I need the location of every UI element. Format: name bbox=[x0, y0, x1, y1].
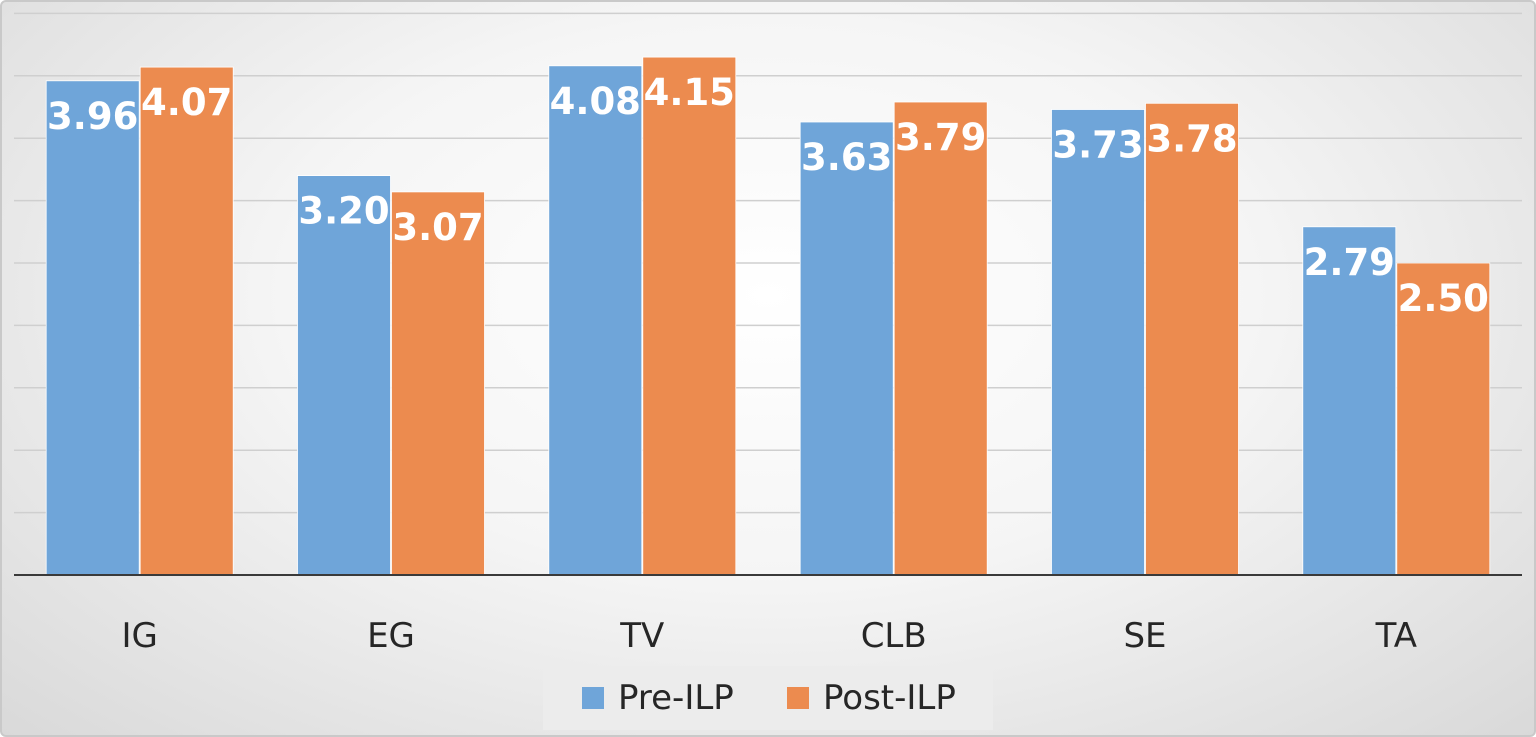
data-label: 4.08 bbox=[550, 80, 641, 123]
bar-post-ilp-eg bbox=[391, 191, 485, 576]
data-label: 3.63 bbox=[801, 136, 892, 179]
bar-post-ilp-tv bbox=[642, 56, 737, 576]
data-label: 3.79 bbox=[895, 116, 986, 159]
bar-post-ilp-clb bbox=[893, 101, 988, 576]
data-label: 3.96 bbox=[47, 95, 138, 138]
category-label: TA bbox=[1375, 616, 1417, 656]
data-label: 2.79 bbox=[1304, 241, 1395, 284]
category-labels: IG EG TV CLB SE TA bbox=[122, 616, 1417, 656]
bar-pre-ilp-tv bbox=[548, 65, 643, 576]
legend-label-post-ilp: Post-ILP bbox=[823, 678, 956, 718]
category-label: TV bbox=[619, 616, 664, 656]
bars bbox=[45, 56, 1491, 576]
data-label: 4.07 bbox=[141, 81, 232, 124]
data-label: 4.15 bbox=[644, 71, 735, 114]
bar-post-ilp-ta bbox=[1396, 262, 1491, 576]
bar-pre-ilp-se bbox=[1051, 109, 1145, 576]
legend-swatch-post-ilp bbox=[787, 687, 809, 709]
bar-post-ilp-se bbox=[1145, 102, 1239, 576]
data-label: 3.78 bbox=[1146, 117, 1237, 160]
data-label: 2.50 bbox=[1398, 277, 1489, 320]
legend-swatch-pre-ilp bbox=[582, 687, 604, 709]
data-label: 3.20 bbox=[298, 190, 389, 233]
legend-label-pre-ilp: Pre-ILP bbox=[618, 678, 734, 718]
bar-pre-ilp-clb bbox=[799, 121, 894, 576]
category-label: CLB bbox=[861, 616, 927, 656]
bar-post-ilp-ig bbox=[139, 66, 234, 576]
category-label: IG bbox=[122, 616, 158, 656]
legend-box bbox=[543, 666, 993, 730]
bar-pre-ilp-eg bbox=[297, 175, 391, 576]
category-label: EG bbox=[367, 616, 415, 656]
data-labels: 3.96 4.07 3.20 3.07 4.08 4.15 3.63 3.79 3.73 3.78… bbox=[47, 71, 1489, 320]
gridlines bbox=[14, 12, 1522, 514]
data-label: 3.07 bbox=[392, 206, 483, 249]
bar-pre-ilp-ig bbox=[45, 80, 140, 576]
data-label: 3.73 bbox=[1052, 124, 1143, 167]
bar-pre-ilp-ta bbox=[1302, 226, 1397, 576]
legend: Pre-ILP Post-ILP bbox=[543, 666, 993, 730]
category-label: SE bbox=[1123, 616, 1166, 656]
